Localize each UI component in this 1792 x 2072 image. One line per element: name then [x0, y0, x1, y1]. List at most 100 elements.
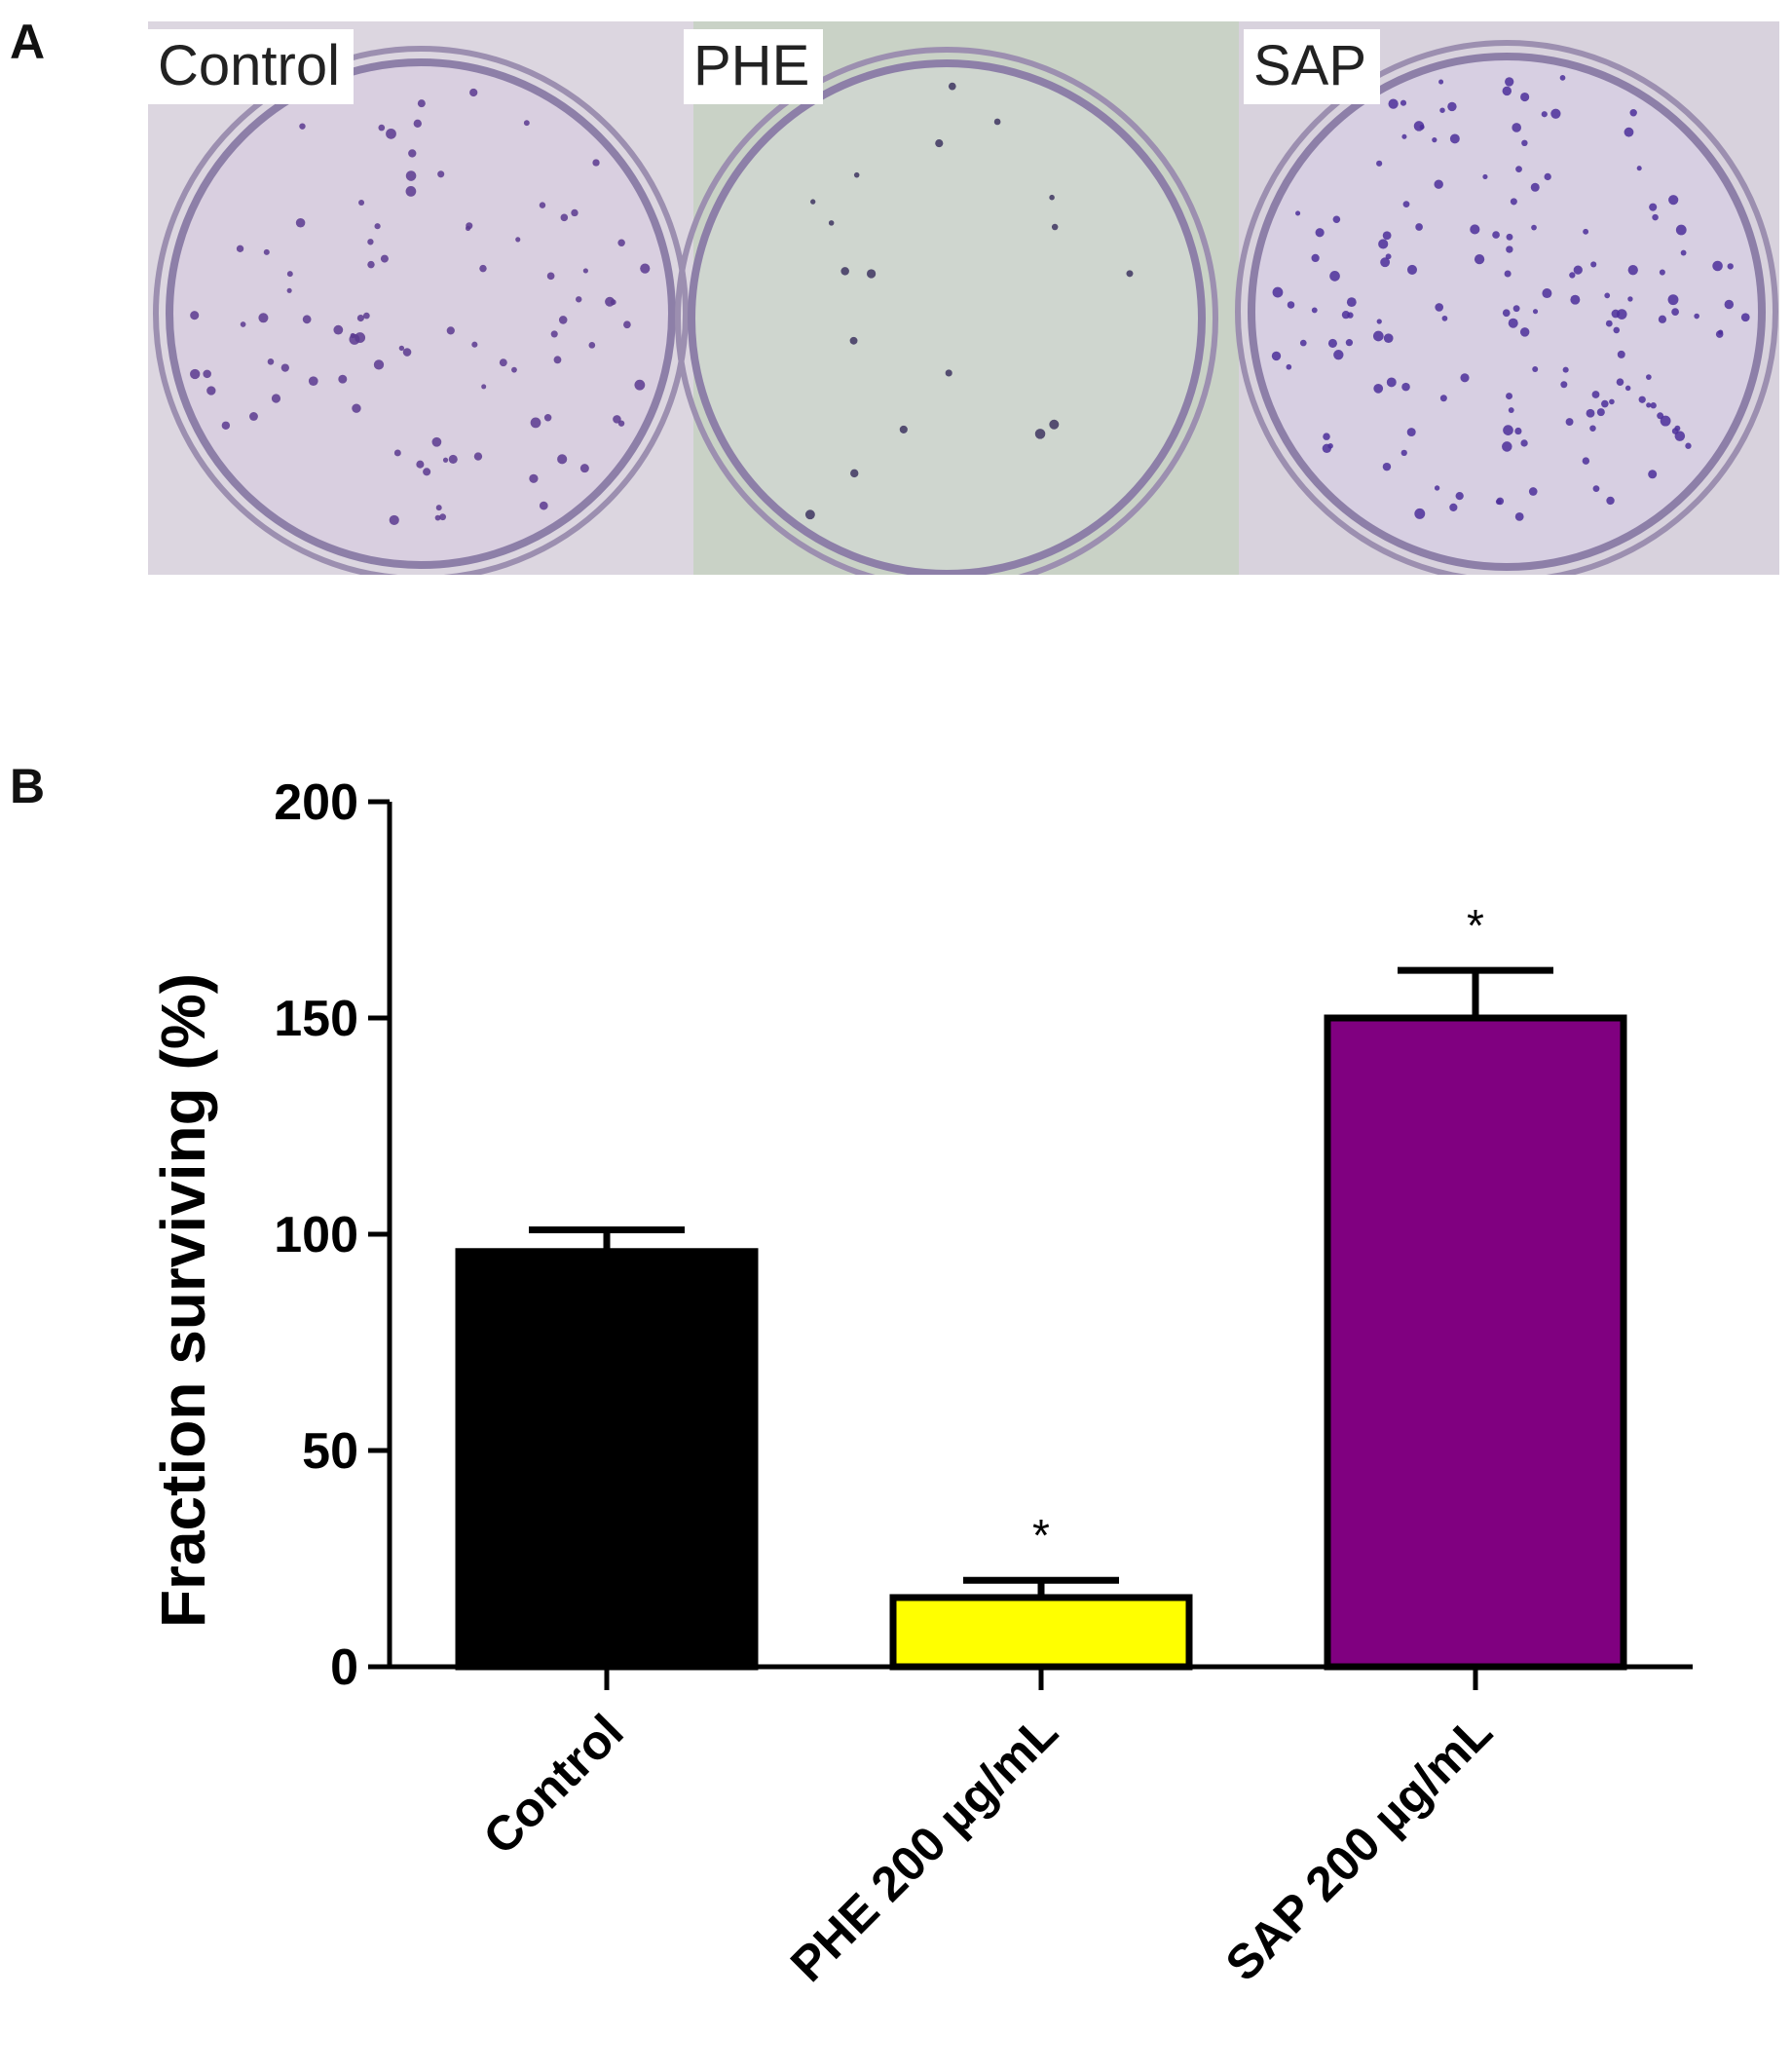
- colony-dot: [1470, 224, 1480, 235]
- colony-dishes-image: [148, 21, 1779, 575]
- colony-dot: [529, 473, 539, 483]
- colony-dot: [1439, 107, 1445, 113]
- colony-dot: [1385, 253, 1392, 260]
- colony-dot: [473, 452, 483, 461]
- colony-dot: [1492, 231, 1500, 239]
- colony-dot: [1531, 224, 1537, 231]
- colony-dot: [393, 449, 401, 457]
- colony-dot: [511, 366, 517, 373]
- colony-dot: [1401, 382, 1410, 392]
- colony-dot: [1049, 194, 1055, 201]
- colony-dot: [1286, 363, 1292, 370]
- colony-dot: [1311, 253, 1320, 263]
- colony-dot: [853, 171, 860, 178]
- colony-dot: [1521, 139, 1528, 147]
- colony-dot: [358, 199, 365, 206]
- colony-dot: [206, 386, 216, 396]
- colony-dot: [1616, 378, 1624, 386]
- colony-dot: [1560, 381, 1568, 389]
- dish-well: [166, 58, 676, 569]
- dish-label-phe: PHE: [684, 29, 824, 104]
- y-axis-label: Fraction surviving (%): [148, 973, 218, 1628]
- colony-dot: [417, 99, 426, 108]
- colony-dot: [1333, 350, 1344, 360]
- colony-dot: [1455, 491, 1464, 501]
- colony-dot: [948, 82, 956, 91]
- colony-dot: [1592, 485, 1600, 493]
- colony-dot: [1380, 257, 1391, 268]
- colony-dot: [1345, 339, 1354, 347]
- colony-dot: [1589, 425, 1596, 432]
- colony-dot: [405, 170, 417, 181]
- colony-dot: [1434, 485, 1440, 491]
- colony-dot: [1506, 393, 1513, 400]
- colony-dot: [1674, 431, 1686, 441]
- colony-dot: [1590, 261, 1597, 268]
- colony-dot: [1506, 233, 1513, 241]
- colony-dot: [1512, 305, 1520, 313]
- colony-dot: [523, 120, 530, 127]
- colony-dot: [1514, 427, 1522, 435]
- colony-dot: [423, 468, 431, 476]
- colony-dot: [866, 269, 877, 279]
- colony-dot: [386, 128, 396, 139]
- colony-dot: [338, 374, 348, 384]
- colony-dot: [1591, 391, 1600, 398]
- colony-dot: [634, 379, 646, 391]
- colony-dot: [1315, 228, 1325, 238]
- colony-dot: [804, 509, 815, 520]
- colony-dot: [435, 505, 442, 511]
- colony-dot: [543, 414, 552, 422]
- colony-dot: [437, 170, 445, 178]
- colony-dot: [448, 454, 458, 464]
- colony-dot: [1401, 133, 1407, 139]
- colony-dot: [1629, 109, 1637, 117]
- colony-dot: [367, 260, 375, 269]
- colony-dot: [190, 311, 200, 320]
- colony-dot: [1520, 439, 1528, 447]
- colony-dot: [374, 223, 381, 230]
- colony-dot: [236, 245, 244, 252]
- colony-dot: [1582, 457, 1590, 465]
- colony-dot: [1432, 137, 1437, 143]
- colony-dot: [610, 299, 616, 306]
- colony-dot: [1601, 399, 1609, 408]
- colony-dot: [1565, 418, 1574, 427]
- colony-dot: [945, 369, 952, 377]
- colony-dot: [352, 403, 361, 413]
- colony-photo-strip: Control PHE SAP: [148, 21, 1779, 575]
- y-tick-label: 200: [274, 774, 358, 831]
- colony-dot: [1586, 408, 1595, 418]
- bar-chart: 0 50 100 150 200 Control PHE 200 µg/mL SAP 200…: [148, 774, 1693, 1992]
- colony-dot: [553, 356, 562, 364]
- colony-dot: [1659, 269, 1665, 276]
- colony-dot: [1449, 503, 1458, 511]
- colony-dot: [1583, 228, 1589, 235]
- colony-dot: [295, 218, 306, 228]
- colony-dot: [899, 425, 908, 433]
- panel-b-label: B: [10, 759, 46, 813]
- colony-dot: [1624, 127, 1634, 137]
- colony-dot: [1667, 294, 1679, 306]
- colony-dot: [1460, 373, 1470, 383]
- x-tick-label: PHE 200 µg/mL: [780, 1704, 1068, 1992]
- colony-dot: [1329, 271, 1340, 282]
- y-tick-label: 150: [274, 991, 358, 1047]
- dish-rim: [153, 46, 689, 575]
- colony-dot: [1617, 350, 1625, 358]
- colony-dot: [1502, 309, 1511, 318]
- colony-dot: [1609, 398, 1615, 405]
- significance-marker: *: [1032, 1510, 1050, 1561]
- colony-dot: [1474, 253, 1485, 265]
- dish-rim: [675, 47, 1218, 575]
- colony-dot: [1376, 319, 1382, 324]
- colony-dot: [1449, 133, 1460, 144]
- colony-dot: [240, 321, 246, 327]
- colony-dot: [558, 316, 568, 324]
- colony-dot: [1671, 308, 1679, 317]
- colony-dot: [1434, 179, 1443, 189]
- colony-dot: [1532, 309, 1539, 315]
- colony-dot: [1413, 121, 1425, 132]
- colony-dot: [1299, 339, 1307, 347]
- colony-dot: [576, 296, 582, 303]
